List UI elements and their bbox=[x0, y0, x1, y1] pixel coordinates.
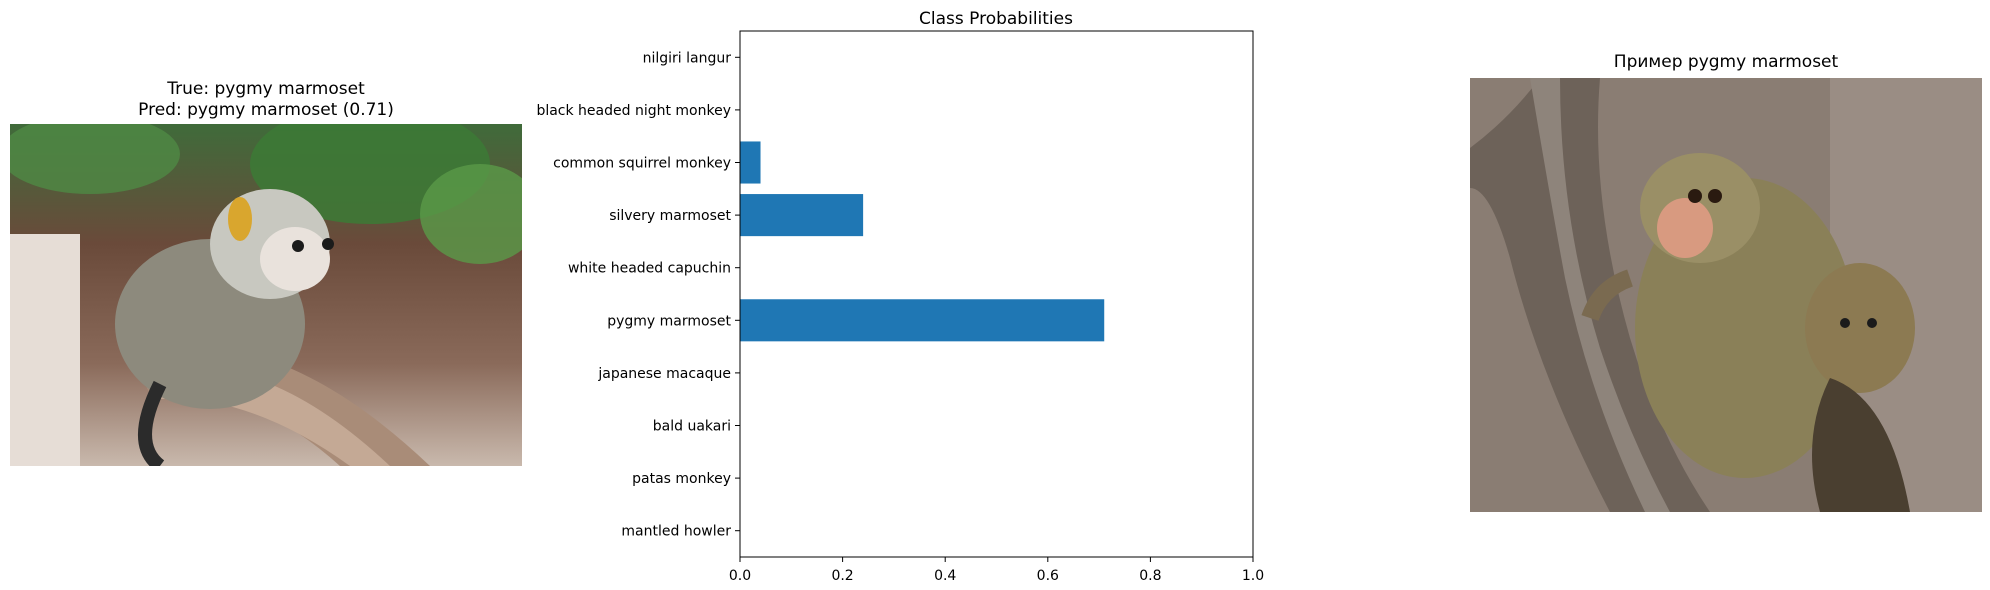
right-marmoset-photo bbox=[1470, 78, 1982, 512]
y-tick-label: patas monkey bbox=[632, 471, 731, 487]
y-tick-label: japanese macaque bbox=[597, 366, 731, 382]
marmoset-photo-illustration bbox=[10, 124, 522, 466]
y-tick-label: pygmy marmoset bbox=[607, 313, 731, 329]
x-tick-label: 0.0 bbox=[729, 568, 751, 584]
x-tick-label: 0.6 bbox=[1037, 568, 1059, 584]
x-tick-label: 0.8 bbox=[1139, 568, 1161, 584]
y-tick-label: bald uakari bbox=[653, 419, 731, 435]
x-tick-label: 0.2 bbox=[831, 568, 853, 584]
plot-frame bbox=[739, 30, 1254, 558]
right-image-title: Пример pygmy marmoset bbox=[1613, 52, 1839, 72]
pred-label: Pred: pygmy marmoset (0.71) bbox=[138, 100, 394, 120]
bar bbox=[740, 194, 864, 237]
y-tick-label: white headed capuchin bbox=[568, 261, 731, 277]
y-tick-label: black headed night monkey bbox=[536, 103, 731, 119]
marmoset-family-photo-illustration bbox=[1470, 78, 1982, 512]
x-tick-label: 0.4 bbox=[934, 568, 956, 584]
chart-title: Class Probabilities bbox=[919, 9, 1073, 29]
true-label: True: pygmy marmoset bbox=[167, 79, 365, 99]
left-image-title: True: pygmy marmoset Pred: pygmy marmose… bbox=[10, 79, 522, 121]
y-tick-label: nilgiri langur bbox=[643, 50, 732, 66]
x-tick-label: 1.0 bbox=[1242, 568, 1264, 584]
y-tick-label: common squirrel monkey bbox=[553, 156, 731, 172]
bar bbox=[740, 141, 761, 184]
bar bbox=[740, 299, 1105, 342]
left-marmoset-photo bbox=[10, 124, 522, 466]
y-tick-label: silvery marmoset bbox=[609, 208, 731, 224]
y-tick-label: mantled howler bbox=[621, 524, 731, 540]
